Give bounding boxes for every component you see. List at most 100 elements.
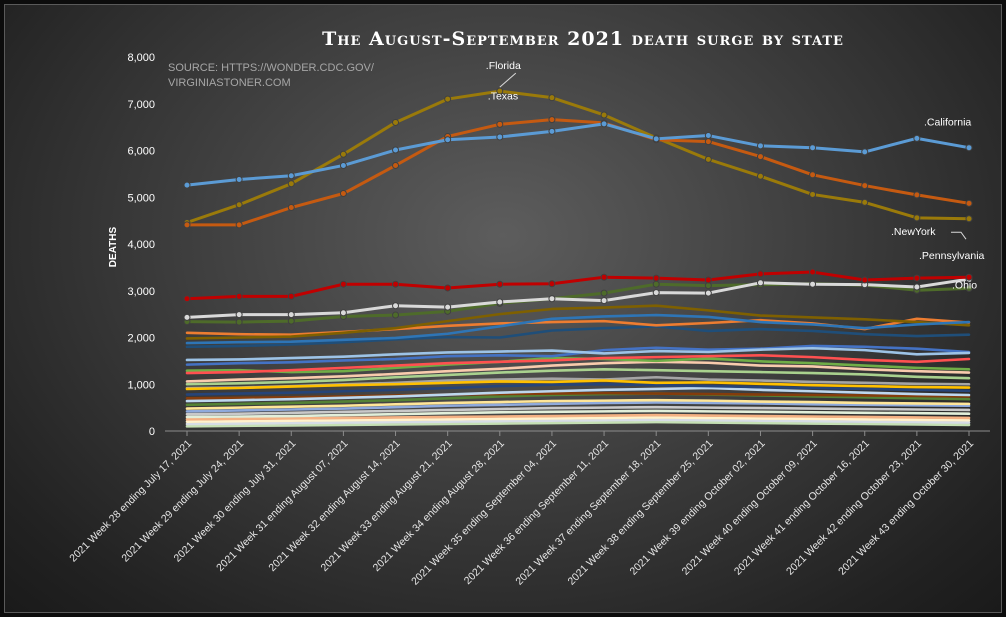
data-point xyxy=(444,303,452,311)
data-point xyxy=(444,95,452,103)
data-point xyxy=(861,182,869,190)
data-point xyxy=(861,276,869,284)
data-point xyxy=(704,276,712,284)
data-point xyxy=(287,311,295,319)
series-12 xyxy=(185,353,971,375)
data-point xyxy=(652,289,660,297)
data-point xyxy=(496,120,504,128)
series-label-layer: .California .Texas .Florida .NewYork .Pennsy… xyxy=(486,60,985,291)
series-line xyxy=(185,379,971,391)
data-point xyxy=(287,317,295,325)
label-leader-line xyxy=(499,72,517,88)
data-point xyxy=(339,190,347,198)
y-axis-ticks: 0 1,000 2,000 3,000 4,000 5,000 6,000 7,000 8,00… xyxy=(127,52,155,438)
data-point xyxy=(652,280,660,288)
series-line xyxy=(185,382,971,396)
series-line xyxy=(185,401,971,413)
series-line xyxy=(185,277,971,319)
data-point xyxy=(965,273,973,281)
data-point xyxy=(339,309,347,317)
data-point xyxy=(392,146,400,154)
series-18 xyxy=(185,382,971,396)
series-label: .Pennsylvania xyxy=(919,250,985,262)
data-point xyxy=(965,215,973,223)
series-line xyxy=(185,416,971,423)
data-point xyxy=(392,118,400,126)
series-line xyxy=(185,353,971,375)
series-label: .Ohio xyxy=(952,279,977,291)
data-point xyxy=(235,221,243,229)
series-line xyxy=(185,89,971,224)
data-point xyxy=(756,172,764,180)
series-3 xyxy=(183,268,973,303)
data-point xyxy=(392,161,400,169)
data-point xyxy=(913,283,921,291)
data-point xyxy=(600,120,608,128)
data-point xyxy=(183,313,191,321)
series-line xyxy=(185,282,971,324)
data-point xyxy=(235,175,243,183)
series-16 xyxy=(185,379,971,391)
series-line xyxy=(185,405,971,416)
series-10 xyxy=(185,346,971,362)
data-point xyxy=(548,94,556,102)
data-point xyxy=(339,280,347,288)
data-point xyxy=(913,274,921,282)
data-point xyxy=(913,191,921,199)
data-point xyxy=(809,144,817,152)
data-point xyxy=(809,268,817,276)
source-line-1: SOURCE: HTTPS://WONDER.CDC.GOV/ xyxy=(168,62,375,74)
series-label: .Florida xyxy=(486,60,521,72)
data-point xyxy=(183,221,191,229)
data-point xyxy=(392,302,400,310)
series-line xyxy=(185,367,971,386)
data-point xyxy=(600,273,608,281)
data-point xyxy=(444,284,452,292)
data-point xyxy=(756,279,764,287)
series-7 xyxy=(185,304,971,340)
line-chart: The August-September 2021 death surge by… xyxy=(67,28,990,588)
data-point xyxy=(756,270,764,278)
data-point xyxy=(913,214,921,222)
label-leader-line xyxy=(951,231,967,240)
data-point xyxy=(496,87,504,95)
data-point xyxy=(183,295,191,303)
y-tick-label: 5,000 xyxy=(127,192,155,204)
data-point xyxy=(235,201,243,209)
data-point xyxy=(548,116,556,124)
series-20 xyxy=(185,391,971,400)
y-tick-label: 7,000 xyxy=(127,99,155,111)
y-tick-label: 4,000 xyxy=(127,239,155,251)
data-point xyxy=(548,295,556,303)
data-point xyxy=(600,297,608,305)
source-line-2: VIRGINIASTONER.COM xyxy=(168,77,291,89)
data-point xyxy=(913,134,921,142)
series-0 xyxy=(183,120,973,189)
series-line xyxy=(185,386,971,403)
data-point xyxy=(704,289,712,297)
series-layer xyxy=(183,87,973,428)
data-point xyxy=(287,204,295,212)
data-point xyxy=(392,280,400,288)
data-point xyxy=(965,199,973,207)
series-line xyxy=(185,304,971,340)
series-14 xyxy=(185,360,971,383)
data-point xyxy=(652,274,660,282)
series-2 xyxy=(183,87,973,226)
series-25 xyxy=(185,409,971,419)
y-tick-label: 8,000 xyxy=(127,52,155,64)
series-22 xyxy=(185,398,971,410)
series-line xyxy=(185,324,971,349)
data-point xyxy=(235,318,243,326)
data-point xyxy=(287,292,295,300)
data-point xyxy=(496,280,504,288)
data-point xyxy=(287,172,295,180)
y-tick-label: 2,000 xyxy=(127,333,155,345)
series-19 xyxy=(185,386,971,403)
series-4 xyxy=(183,275,973,321)
series-line xyxy=(185,391,971,400)
chart-title: The August-September 2021 death surge by… xyxy=(322,28,844,50)
data-point xyxy=(496,298,504,306)
series-line xyxy=(185,409,971,419)
series-line xyxy=(185,418,971,426)
